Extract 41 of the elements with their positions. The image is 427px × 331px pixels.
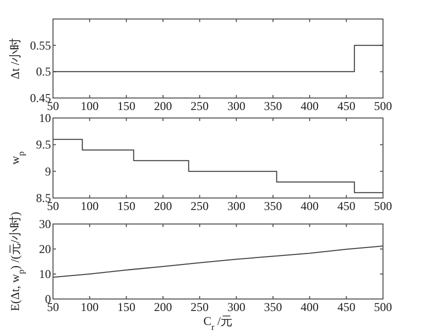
y-tick-label: 20 — [39, 242, 51, 256]
x-tick-label: 350 — [264, 199, 282, 213]
x-tick-label: 100 — [80, 99, 99, 113]
x-tick-label: 200 — [154, 99, 172, 113]
x-tick-label: 400 — [300, 199, 319, 213]
y-tick-label: 9 — [45, 164, 51, 178]
x-tick-label: 500 — [374, 99, 392, 113]
y-tick-label: 30 — [39, 217, 51, 231]
x-tick-label: 450 — [337, 300, 356, 314]
y-tick-label: 0.45 — [30, 91, 51, 105]
x-tick-label: 350 — [264, 99, 282, 113]
x-tick-label: 500 — [374, 199, 392, 213]
line-series — [52, 246, 384, 278]
x-tick-label: 250 — [190, 199, 209, 213]
x-tick-label: 300 — [227, 199, 246, 213]
x-axis-title: C$_{r}$ /元 — [203, 314, 233, 331]
x-tick-label: 350 — [264, 300, 282, 314]
x-tick-label: 200 — [154, 199, 172, 213]
x-tick-label: 300 — [227, 300, 246, 314]
x-tick-label: 250 — [190, 99, 209, 113]
y-tick-label: 9.5 — [36, 138, 51, 152]
y-tick-label: 8.5 — [36, 191, 51, 205]
x-tick-label: 400 — [300, 300, 319, 314]
y-tick-label: 0.5 — [36, 64, 51, 79]
y-tick-label: 10 — [39, 111, 51, 125]
x-tick-label: 400 — [300, 99, 319, 113]
x-tick-label: 100 — [80, 300, 99, 314]
y-tick-label: 0.55 — [30, 38, 51, 52]
x-tick-label: 100 — [80, 199, 99, 213]
x-tick-label: 250 — [190, 300, 209, 314]
x-tick-label: 300 — [227, 99, 246, 113]
x-tick-label: 450 — [337, 199, 356, 213]
y-axis-title: Δt /小时 — [8, 38, 22, 80]
x-tick-label: 500 — [374, 300, 392, 314]
x-tick-label: 150 — [117, 300, 136, 314]
x-tick-label: 200 — [154, 300, 172, 314]
x-tick-label: 150 — [117, 99, 136, 113]
y-tick-label: 10 — [39, 267, 51, 281]
x-tick-label: 450 — [337, 99, 356, 113]
x-tick-label: 150 — [117, 199, 136, 213]
y-tick-label: 0 — [45, 292, 51, 306]
